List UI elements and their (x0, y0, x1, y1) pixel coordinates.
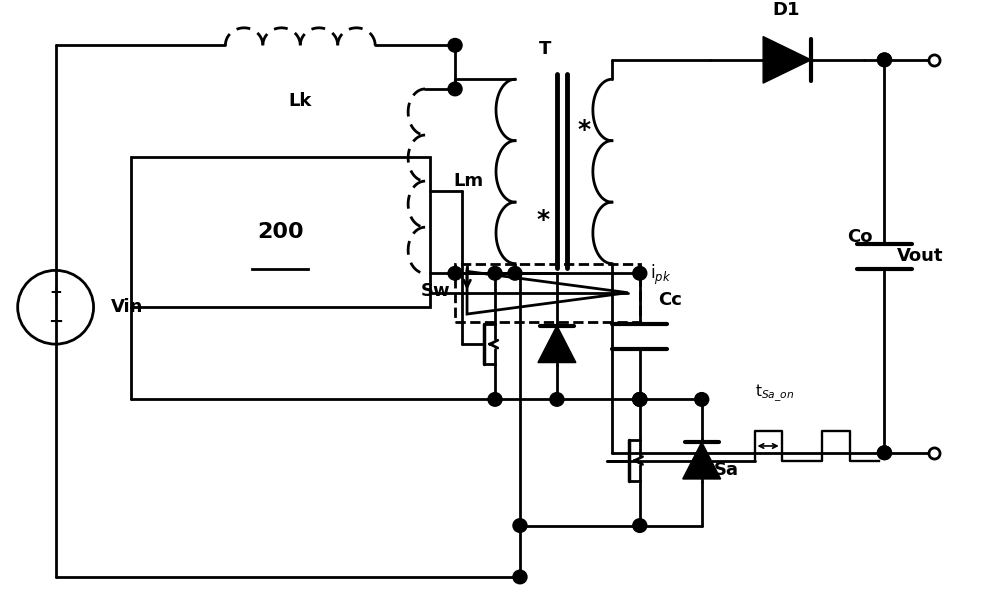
Circle shape (633, 392, 647, 406)
Circle shape (488, 267, 502, 280)
Text: Cc: Cc (658, 291, 682, 308)
Circle shape (448, 38, 462, 52)
Text: *: * (577, 117, 590, 142)
Text: Vout: Vout (896, 247, 943, 265)
Text: D1: D1 (773, 1, 800, 19)
Text: Lk: Lk (289, 92, 312, 110)
Circle shape (695, 392, 709, 406)
Text: i$_{pk}$: i$_{pk}$ (650, 263, 671, 288)
Circle shape (877, 446, 891, 459)
Circle shape (633, 519, 647, 533)
Text: t$_{Sa\_on}$: t$_{Sa\_on}$ (755, 383, 794, 404)
Circle shape (513, 519, 527, 533)
Circle shape (877, 446, 891, 459)
Text: Co: Co (847, 228, 872, 246)
Polygon shape (683, 442, 721, 479)
Polygon shape (763, 37, 811, 83)
Circle shape (633, 267, 647, 280)
Text: 200: 200 (257, 222, 304, 242)
Circle shape (448, 82, 462, 96)
Circle shape (633, 392, 647, 406)
Circle shape (550, 392, 564, 406)
Text: *: * (536, 208, 550, 232)
Text: T: T (539, 40, 551, 58)
Polygon shape (538, 326, 576, 362)
Circle shape (633, 392, 647, 406)
Text: +: + (49, 285, 62, 300)
Circle shape (448, 267, 462, 280)
Circle shape (488, 392, 502, 406)
Circle shape (877, 53, 891, 66)
Text: Sw: Sw (420, 282, 450, 300)
Circle shape (877, 53, 891, 66)
Circle shape (513, 570, 527, 584)
Text: −: − (48, 313, 63, 331)
Text: Lm: Lm (453, 172, 483, 190)
Text: Vin: Vin (111, 298, 143, 316)
Circle shape (508, 267, 522, 280)
Text: Sa: Sa (714, 461, 739, 479)
